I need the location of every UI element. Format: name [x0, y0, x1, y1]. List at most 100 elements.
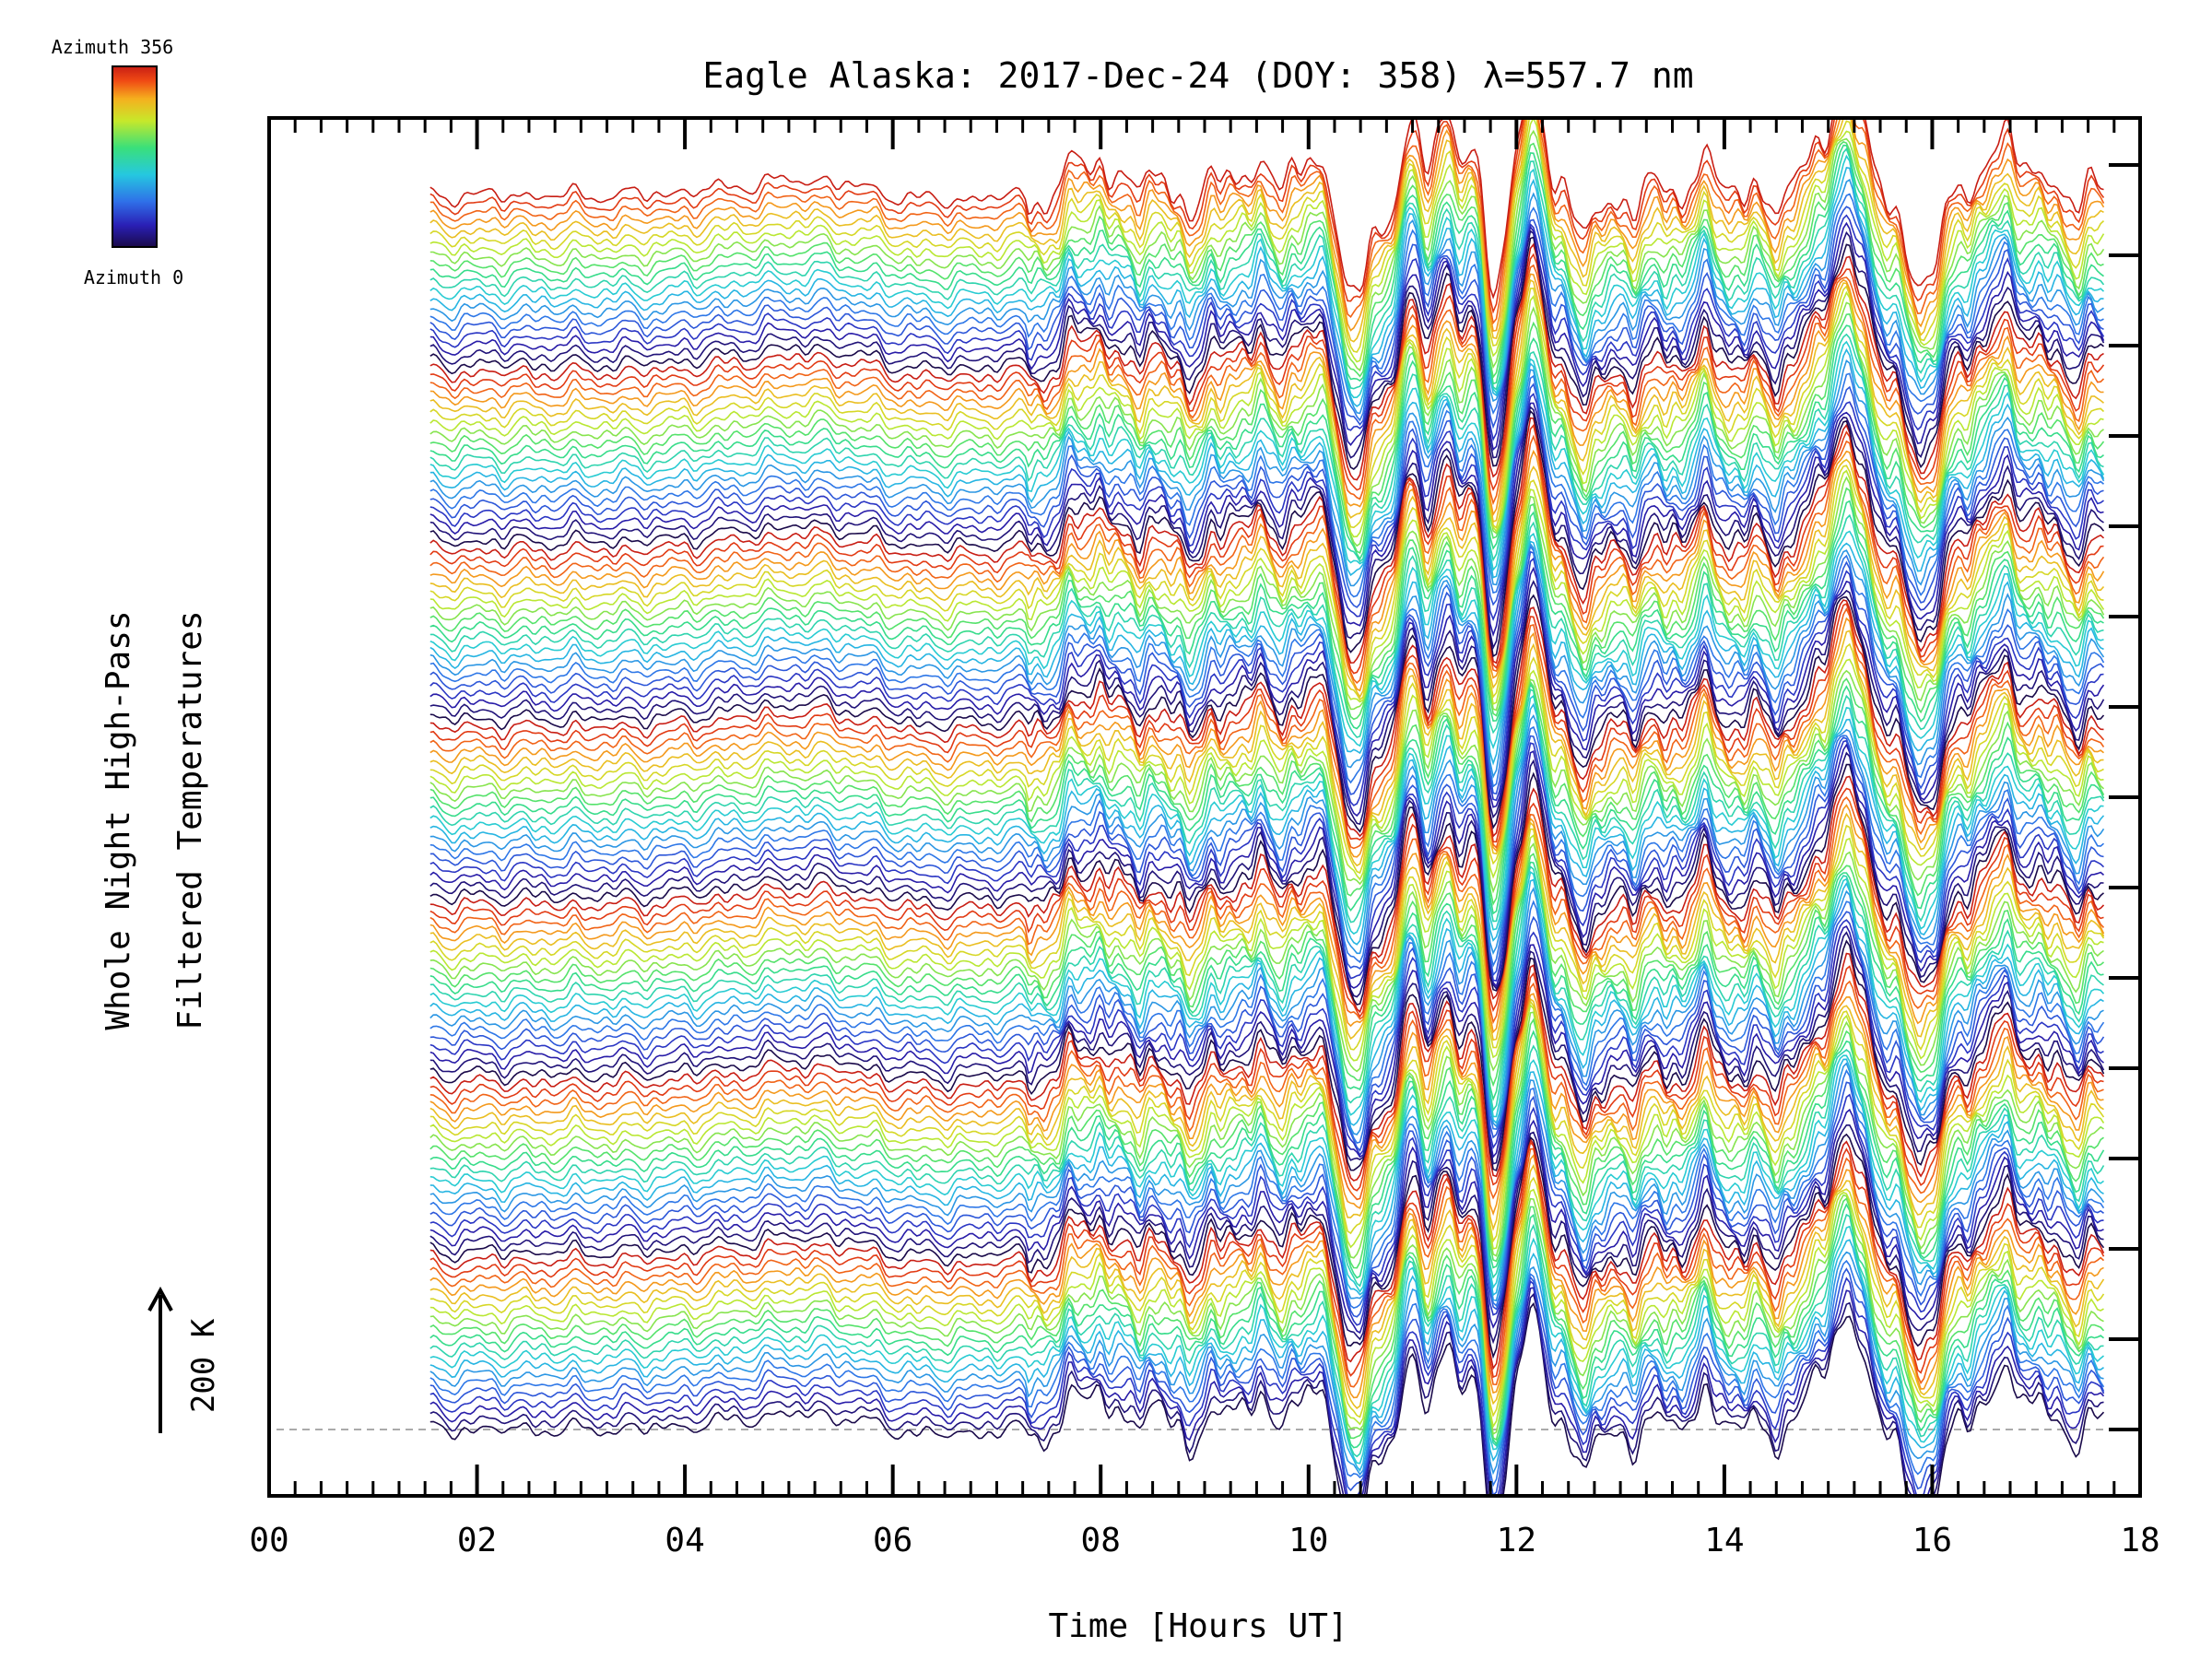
- series-line: [429, 540, 2104, 766]
- series-line: [429, 542, 2105, 780]
- series-line: [429, 1147, 2105, 1388]
- series-line: [429, 312, 2105, 555]
- series-line: [429, 842, 2104, 1073]
- series-line: [429, 1108, 2104, 1335]
- series-line: [429, 118, 2104, 343]
- series-line: [429, 796, 2105, 1025]
- series-line: [429, 324, 2105, 560]
- series-line: [429, 743, 2105, 989]
- series-line: [429, 878, 2104, 1126]
- series-line: [429, 1068, 2105, 1309]
- series-line: [429, 178, 2104, 415]
- series-line: [429, 887, 2104, 1135]
- series-line: [429, 603, 2105, 843]
- series-line: [429, 513, 2104, 738]
- colorbar-top-label: Azimuth 356: [52, 36, 173, 58]
- y-axis-title-line2: Filtered Temperatures: [171, 610, 209, 1030]
- series-line: [429, 118, 2105, 353]
- series-line: [429, 264, 2105, 506]
- series-line: [429, 763, 2105, 1006]
- series-line: [429, 629, 2104, 867]
- series-line: [429, 402, 2104, 638]
- x-tick-label: 02: [457, 1522, 497, 1559]
- series-line: [429, 999, 2105, 1243]
- series-line: [429, 273, 2104, 517]
- series-line: [429, 993, 2104, 1217]
- series-line: [429, 1225, 2105, 1465]
- x-tick-label: 00: [249, 1522, 288, 1559]
- series-line: [429, 861, 2104, 1102]
- series-line: [429, 557, 2104, 806]
- series-line: [429, 725, 2105, 968]
- series-line: [429, 382, 2104, 608]
- series-line: [429, 688, 2105, 924]
- series-line: [429, 1140, 2105, 1379]
- series-line: [429, 166, 2104, 407]
- series-line: [429, 1081, 2104, 1318]
- series-line: [429, 118, 2105, 314]
- x-tick-label: 16: [1912, 1522, 1952, 1559]
- series-line: [429, 919, 2104, 1157]
- series-line: [429, 278, 2105, 524]
- series-line: [429, 1058, 2104, 1297]
- series-line: [429, 253, 2105, 492]
- x-tick-label: 18: [2120, 1522, 2159, 1559]
- series-line: [429, 423, 2104, 675]
- series-line: [429, 702, 2105, 946]
- series-line: [429, 939, 2105, 1171]
- series-line: [429, 1292, 2104, 1496]
- series-line: [429, 1194, 2104, 1436]
- series-line: [429, 221, 2105, 452]
- scale-bar-arrow-head: [147, 1286, 173, 1312]
- series-line: [429, 870, 2105, 1118]
- series-line: [429, 476, 2105, 712]
- series-line: [429, 140, 2104, 379]
- series-line: [429, 359, 2105, 587]
- series-line: [429, 393, 2104, 621]
- series-line: [429, 1062, 2105, 1302]
- series-line: [429, 1267, 2105, 1496]
- chart-title: Eagle Alaska: 2017-Dec-24 (DOY: 358) λ=5…: [702, 55, 1693, 96]
- series-line: [429, 129, 2105, 372]
- colorbar-gradient: [112, 65, 158, 248]
- series-line: [429, 775, 2105, 1014]
- series-line: [429, 1004, 2105, 1250]
- series-line: [429, 865, 2104, 1112]
- series-line: [429, 599, 2104, 838]
- series-line: [429, 713, 2105, 956]
- series-line: [429, 469, 2105, 705]
- series-line: [429, 1287, 2105, 1496]
- series-line: [429, 658, 2104, 881]
- series-line: [429, 1124, 2104, 1345]
- series-line: [429, 206, 2104, 429]
- series-line: [429, 735, 2104, 977]
- series-line: [429, 1163, 2105, 1409]
- series-line: [429, 487, 2105, 721]
- series-line: [429, 594, 2105, 833]
- x-tick-label: 14: [1704, 1522, 1744, 1559]
- series-line: [429, 1301, 2105, 1496]
- series-line: [429, 465, 2104, 701]
- series-line: [429, 669, 2105, 894]
- series-line: [429, 1018, 2104, 1269]
- series-line: [429, 804, 2105, 1034]
- series-line: [429, 417, 2105, 665]
- series-line: [429, 812, 2105, 1041]
- x-tick-label: 06: [873, 1522, 912, 1559]
- series-line: [429, 642, 2104, 875]
- series-line: [429, 1054, 2104, 1293]
- series-line: [429, 1277, 2105, 1496]
- series-line: [429, 751, 2104, 998]
- series-line: [429, 1011, 2104, 1259]
- series-line: [429, 1259, 2105, 1488]
- series-line: [429, 118, 2105, 325]
- trace-group: [429, 118, 2105, 1496]
- series-line: [429, 193, 2104, 422]
- series-line: [429, 833, 2104, 1062]
- series-line: [429, 980, 2104, 1201]
- series-line: [429, 154, 2105, 399]
- series-line: [429, 409, 2105, 658]
- series-line: [429, 118, 2104, 300]
- series-line: [429, 458, 2105, 699]
- series-line: [429, 1203, 2105, 1449]
